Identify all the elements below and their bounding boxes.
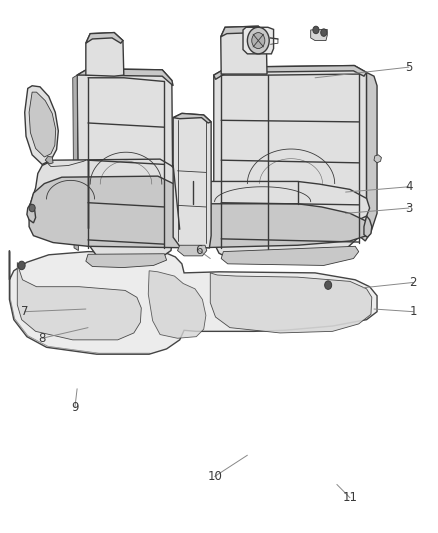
Polygon shape — [364, 216, 372, 237]
Polygon shape — [73, 75, 78, 251]
Polygon shape — [221, 26, 266, 38]
Polygon shape — [173, 114, 211, 248]
Text: 3: 3 — [405, 201, 413, 214]
Polygon shape — [173, 114, 211, 123]
Polygon shape — [45, 157, 53, 164]
Text: 4: 4 — [405, 180, 413, 193]
Polygon shape — [210, 273, 372, 333]
Polygon shape — [27, 204, 35, 223]
Text: 7: 7 — [21, 305, 28, 318]
Text: 2: 2 — [410, 276, 417, 289]
Polygon shape — [311, 29, 327, 41]
Polygon shape — [77, 69, 173, 86]
Circle shape — [313, 26, 319, 34]
Polygon shape — [148, 271, 206, 338]
Circle shape — [252, 33, 265, 49]
Polygon shape — [77, 69, 173, 261]
Polygon shape — [214, 66, 367, 79]
Polygon shape — [86, 254, 166, 268]
Polygon shape — [29, 92, 56, 157]
Polygon shape — [374, 155, 381, 163]
Circle shape — [247, 27, 269, 54]
Polygon shape — [10, 251, 377, 354]
Circle shape — [325, 281, 332, 289]
Text: 6: 6 — [196, 244, 203, 257]
Text: 5: 5 — [405, 61, 413, 74]
Polygon shape — [29, 176, 370, 248]
Text: 11: 11 — [343, 491, 357, 504]
Polygon shape — [359, 72, 377, 241]
Circle shape — [29, 204, 35, 212]
Polygon shape — [86, 33, 123, 43]
Polygon shape — [243, 27, 274, 54]
Polygon shape — [177, 245, 207, 256]
Polygon shape — [221, 246, 359, 265]
Polygon shape — [221, 26, 267, 74]
Text: 8: 8 — [39, 332, 46, 345]
Polygon shape — [17, 262, 141, 340]
Circle shape — [18, 261, 25, 270]
Polygon shape — [25, 86, 58, 165]
Text: 9: 9 — [71, 401, 79, 414]
Circle shape — [321, 29, 327, 36]
Text: 10: 10 — [207, 470, 222, 483]
Polygon shape — [214, 66, 367, 261]
Polygon shape — [29, 159, 370, 229]
Polygon shape — [86, 33, 124, 76]
Text: 1: 1 — [410, 305, 417, 318]
